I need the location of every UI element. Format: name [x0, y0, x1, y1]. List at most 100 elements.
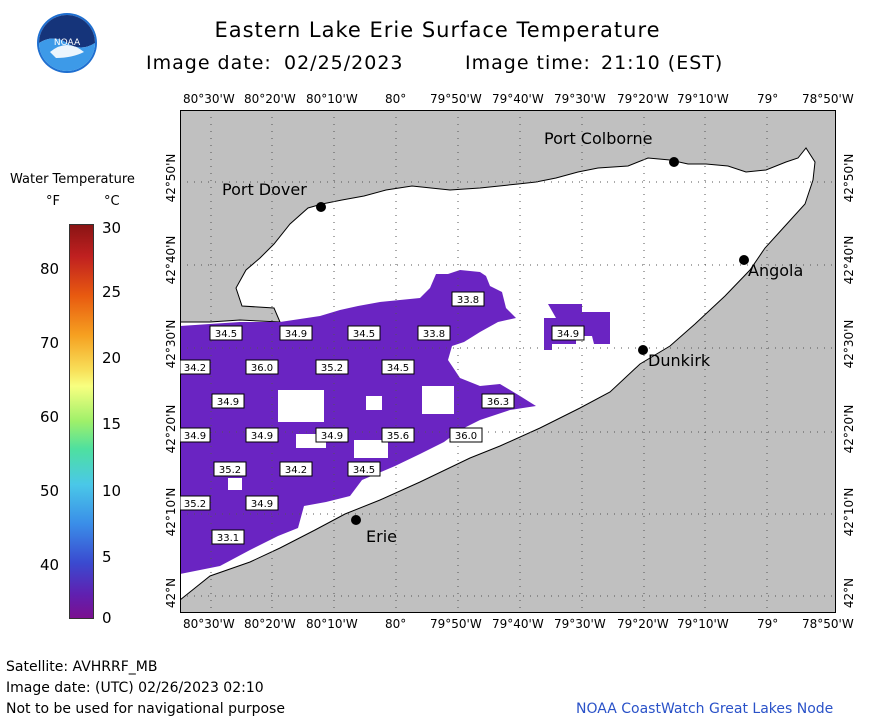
lon-label-top: 79°10'W [677, 92, 729, 106]
map-title: Eastern Lake Erie Surface Temperature [214, 18, 661, 42]
no-data-holes [228, 386, 454, 490]
legend-color-bar [69, 224, 94, 619]
svg-text:33.1: 33.1 [217, 533, 239, 544]
svg-text:34.9: 34.9 [217, 397, 239, 408]
lon-label-top: 79° [757, 92, 779, 106]
image-time-label: Image time: [465, 52, 591, 74]
disclaimer: Not to be used for navigational purpose [6, 701, 285, 717]
temp-label: 34.9 [315, 427, 349, 443]
svg-text:36.0: 36.0 [251, 363, 273, 374]
lon-label-bottom: 79°40'W [492, 617, 544, 631]
temp-label: 34.9 [211, 393, 245, 409]
lon-label-top: 79°40'W [492, 92, 544, 106]
lat-label-left: 42°20'N [164, 405, 178, 454]
lon-label-bottom: 80°20'W [244, 617, 296, 631]
lon-label-bottom: 79°20'W [617, 617, 669, 631]
lon-label-top: 78°50'W [802, 92, 854, 106]
lon-label-top: 80°30'W [183, 92, 235, 106]
legend-c-tick: 5 [102, 548, 112, 566]
city-marker-angola [739, 255, 749, 265]
lat-label-right: 42°N [842, 578, 856, 608]
svg-text:34.9: 34.9 [251, 499, 273, 510]
legend-c-tick: 0 [102, 609, 112, 627]
temp-label: 34.5 [381, 359, 415, 375]
legend-c-tick: 30 [102, 219, 122, 237]
lat-label-left: 42°10'N [164, 488, 178, 537]
city-label-angola: Angola [748, 261, 803, 280]
temp-label: 33.8 [451, 291, 485, 307]
lon-label-bottom: 80° [385, 617, 407, 631]
temp-label: 34.9 [180, 427, 211, 443]
temp-label: 34.5 [209, 325, 243, 341]
lon-label-top: 80°20'W [244, 92, 296, 106]
svg-text:33.8: 33.8 [423, 329, 445, 340]
lat-labels-left: 42°50'N 42°40'N 42°30'N 42°20'N 42°10'N … [164, 154, 178, 609]
temp-label: 34.5 [347, 461, 381, 477]
svg-text:34.9: 34.9 [321, 431, 343, 442]
temp-label: 34.2 [180, 359, 211, 375]
satellite-info: Satellite: AVHRRF_MB [6, 659, 158, 675]
temp-label: 36.3 [481, 393, 515, 409]
temp-label: 34.9 [245, 495, 279, 511]
legend-f-unit: °F [46, 194, 60, 209]
svg-text:35.2: 35.2 [184, 499, 206, 510]
svg-text:36.0: 36.0 [455, 431, 477, 442]
noaa-logo-text: NOAA [54, 38, 81, 48]
legend-f-tick: 70 [40, 334, 60, 352]
lon-label-top: 80°10'W [306, 92, 358, 106]
temp-label: 35.2 [180, 495, 211, 511]
temp-label: 36.0 [245, 359, 279, 375]
lat-label-right: 42°50'N [842, 154, 856, 203]
city-label-erie: Erie [366, 527, 397, 546]
svg-text:34.9: 34.9 [285, 329, 307, 340]
temperature-labels: 33.8 34.5 34.9 34.5 33.8 34.9 34.2 36.0 … [180, 291, 585, 545]
lon-label-bottom: 80°30'W [183, 617, 235, 631]
svg-text:33.8: 33.8 [457, 295, 479, 306]
credit-link[interactable]: NOAA CoastWatch Great Lakes Node [576, 701, 834, 717]
legend-c-tick: 25 [102, 283, 122, 301]
legend-f-tick: 60 [40, 408, 60, 426]
temperature-map: Port Colborne Port Dover Angola Dunkirk … [180, 110, 836, 613]
city-marker-dunkirk [638, 345, 648, 355]
legend-c-tick: 20 [102, 349, 122, 367]
svg-text:34.5: 34.5 [353, 465, 375, 476]
lon-label-bottom: 80°10'W [306, 617, 358, 631]
utc-image-date: Image date: (UTC) 02/26/2023 02:10 [6, 680, 264, 696]
lon-label-bottom: 79° [757, 617, 779, 631]
svg-text:34.2: 34.2 [184, 363, 206, 374]
city-marker-erie [351, 515, 361, 525]
noaa-logo: NOAA [37, 13, 97, 73]
temp-label: 33.1 [211, 529, 245, 545]
temp-label: 33.8 [417, 325, 451, 341]
svg-text:34.9: 34.9 [251, 431, 273, 442]
lon-label-bottom: 79°10'W [677, 617, 729, 631]
lat-label-right: 42°20'N [842, 405, 856, 454]
lon-label-top: 79°30'W [554, 92, 606, 106]
temp-label: 35.2 [213, 461, 247, 477]
legend-c-unit: °C [104, 194, 120, 209]
legend-f-tick: 80 [40, 260, 60, 278]
lat-label-left: 42°30'N [164, 320, 178, 369]
temp-label: 34.9 [551, 325, 585, 341]
image-time: 21:10 (EST) [601, 52, 724, 74]
temp-label: 36.0 [449, 427, 483, 443]
lat-label-right: 42°10'N [842, 488, 856, 537]
svg-text:35.6: 35.6 [387, 431, 409, 442]
legend-c-tick: 15 [102, 415, 122, 433]
svg-text:34.9: 34.9 [557, 329, 579, 340]
temp-label: 35.6 [381, 427, 415, 443]
temp-label: 34.9 [245, 427, 279, 443]
legend-f-tick: 50 [40, 482, 60, 500]
lon-label-top: 79°20'W [617, 92, 669, 106]
lat-label-left: 42°50'N [164, 154, 178, 203]
city-label-port-colborne: Port Colborne [544, 129, 652, 148]
image-date-label: Image date: [146, 52, 272, 74]
temp-label: 35.2 [315, 359, 349, 375]
lon-label-top: 80° [385, 92, 407, 106]
city-marker-port-dover [316, 202, 326, 212]
lon-label-bottom: 78°50'W [802, 617, 854, 631]
lon-label-bottom: 79°30'W [554, 617, 606, 631]
city-label-dunkirk: Dunkirk [648, 351, 711, 370]
lat-label-left: 42°N [164, 578, 178, 608]
svg-text:35.2: 35.2 [321, 363, 343, 374]
